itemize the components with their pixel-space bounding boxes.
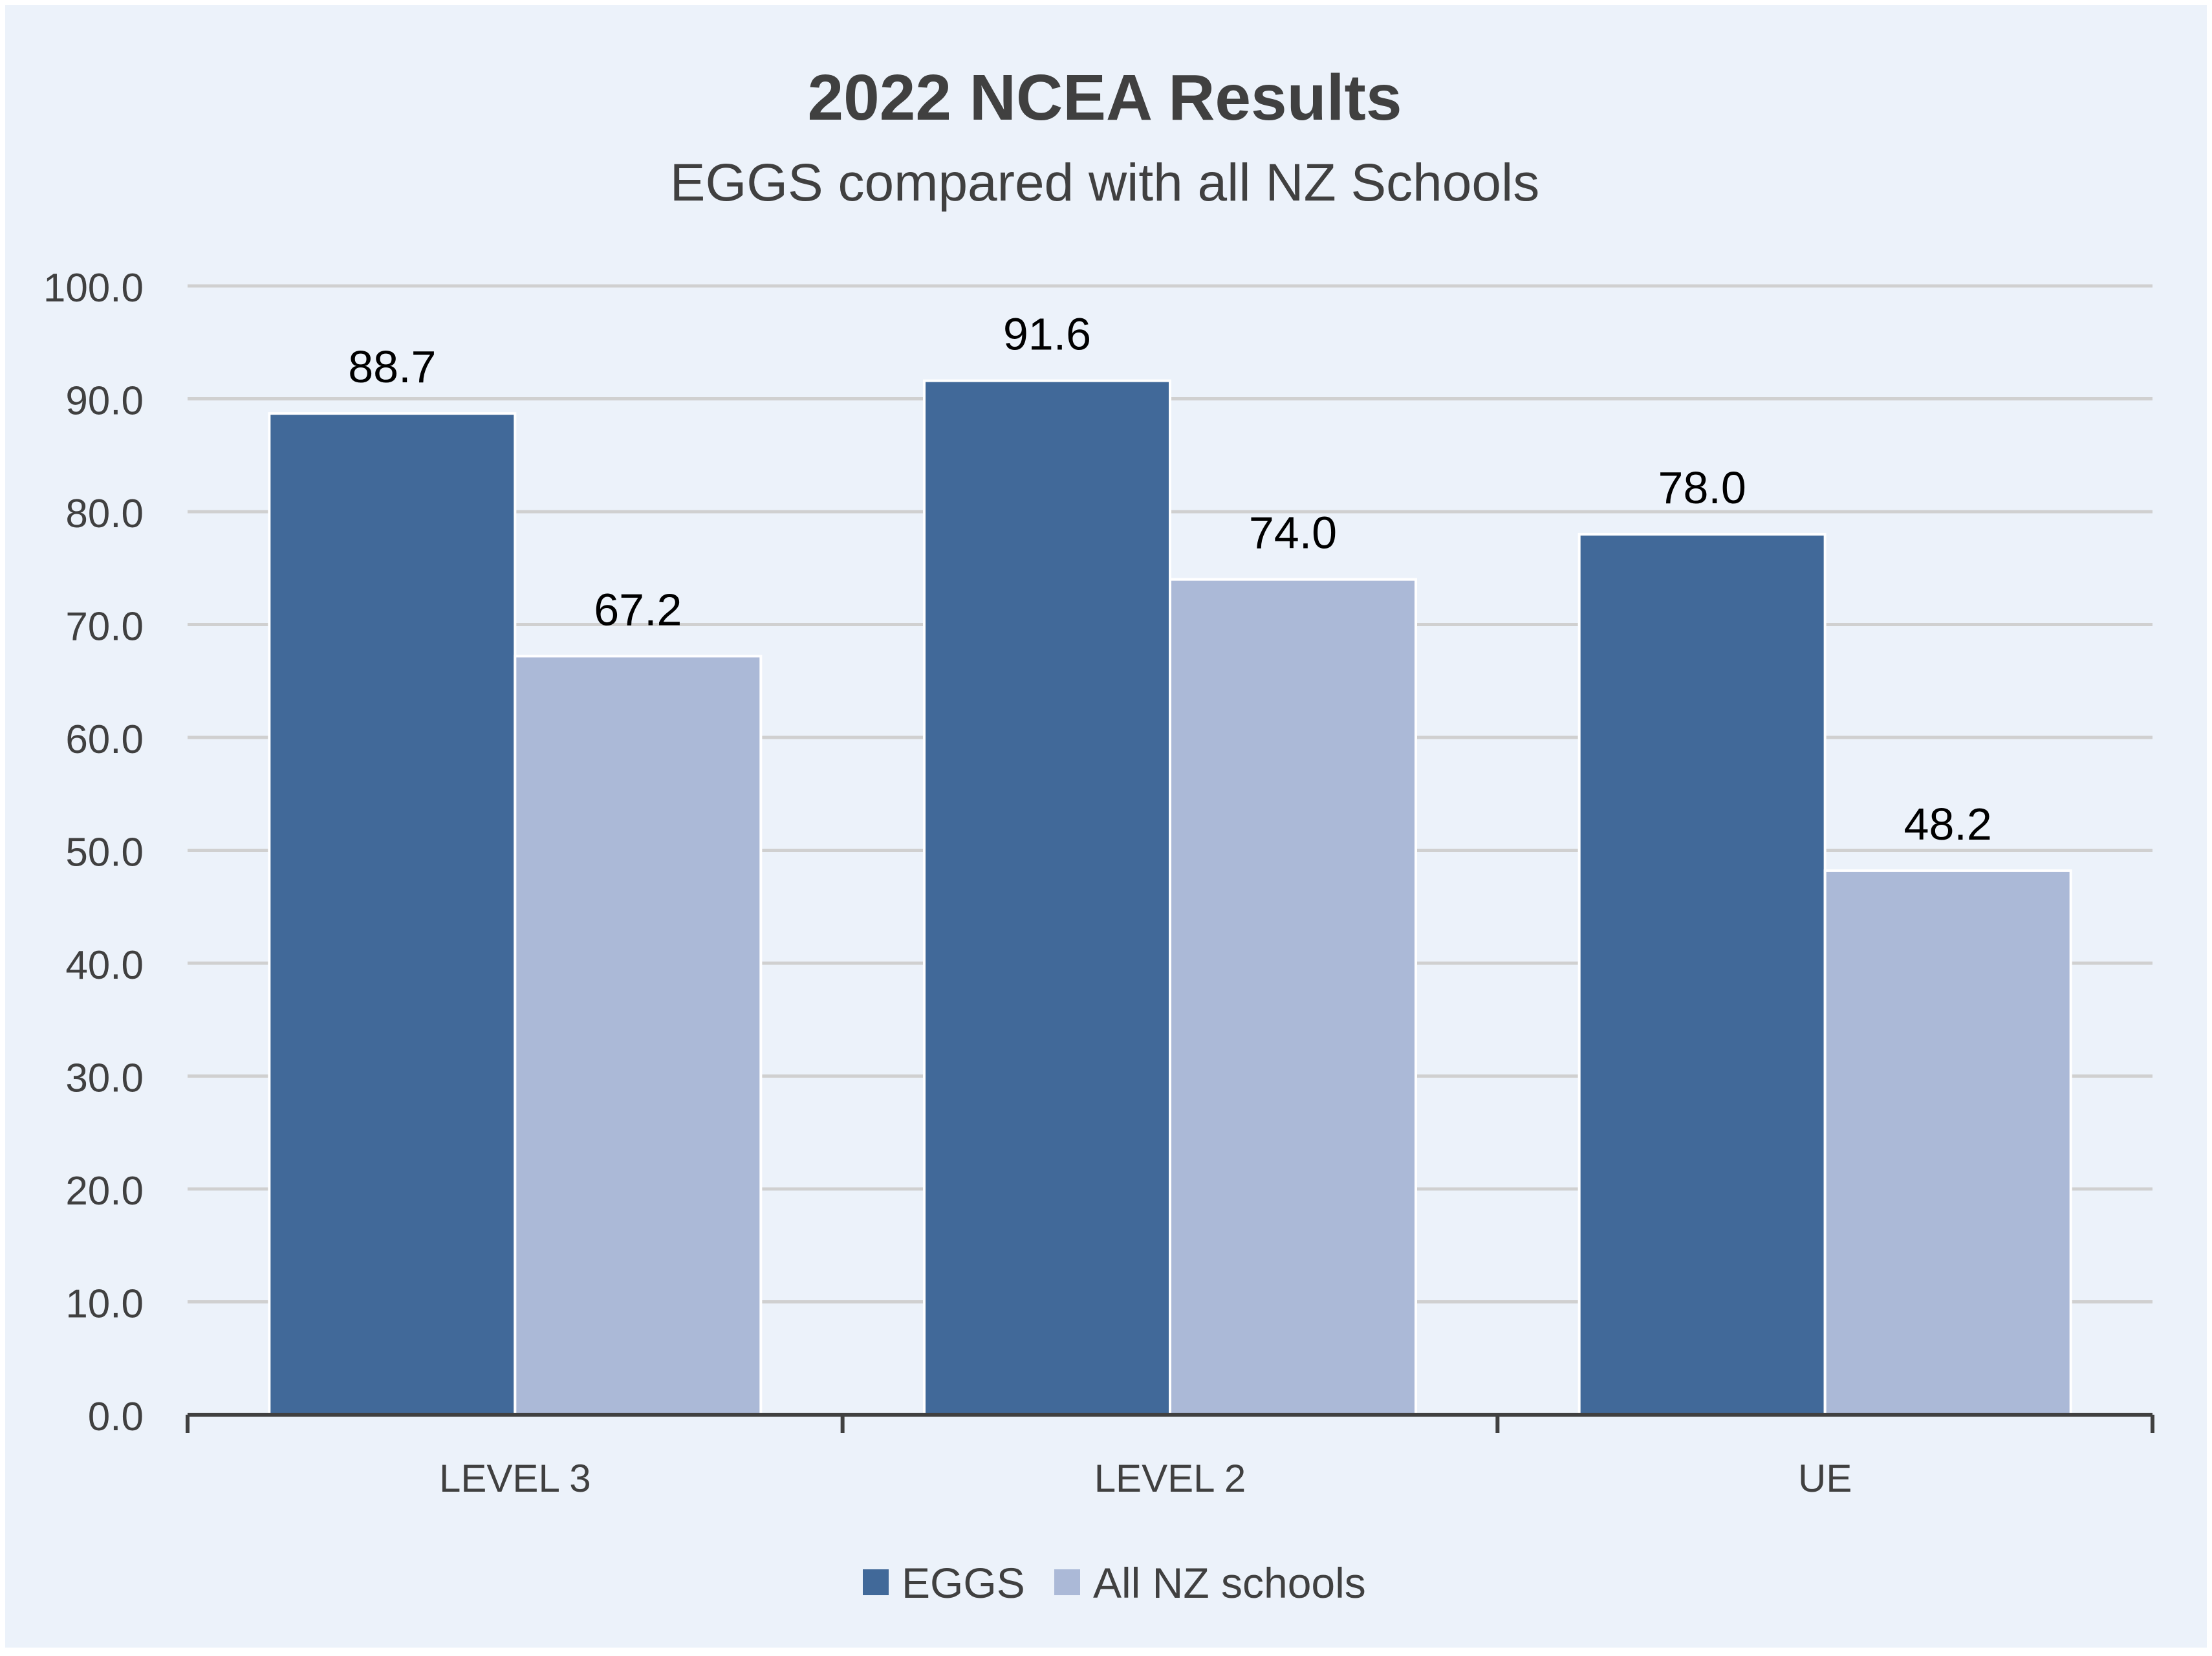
legend-label: EGGS — [902, 1559, 1025, 1607]
y-tick-label: 40.0 — [65, 943, 144, 988]
y-tick-label: 0.0 — [88, 1395, 144, 1439]
data-label: 78.0 — [1658, 463, 1746, 513]
bar-all-nz-schools — [1169, 578, 1417, 1417]
data-labels: 88.7 67.2 91.6 74.0 78.0 48.2 — [348, 309, 1992, 849]
data-label: 91.6 — [1003, 309, 1091, 360]
y-tick-label: 80.0 — [65, 492, 144, 536]
data-label: 67.2 — [594, 584, 682, 635]
y-tick-label: 30.0 — [65, 1056, 144, 1101]
x-category-label: LEVEL 2 — [1094, 1457, 1246, 1500]
x-axis-category-labels: LEVEL 3 LEVEL 2 UE — [439, 1457, 1852, 1500]
legend-swatch — [1054, 1569, 1080, 1595]
legend-swatch — [863, 1569, 889, 1595]
y-tick-label: 20.0 — [65, 1169, 144, 1214]
x-axis — [186, 1413, 2154, 1433]
bar-eggs — [268, 412, 517, 1416]
bar-eggs — [923, 379, 1171, 1417]
bar-all-nz-schools — [1823, 869, 2072, 1417]
x-category-label: LEVEL 3 — [439, 1457, 591, 1500]
y-tick-label: 10.0 — [65, 1282, 144, 1327]
bar-eggs — [1578, 532, 1827, 1416]
legend: EGGS All NZ schools — [863, 1559, 1366, 1607]
data-label: 88.7 — [348, 342, 436, 392]
y-tick-label: 50.0 — [65, 831, 144, 875]
y-tick-label: 90.0 — [65, 379, 144, 424]
data-label: 48.2 — [1904, 799, 1992, 849]
chart-title: 2022 NCEA Results — [808, 61, 1402, 134]
y-tick-label: 100.0 — [43, 266, 144, 310]
y-tick-label: 60.0 — [65, 717, 144, 762]
y-axis-tick-labels: 0.0 10.0 20.0 30.0 40.0 50.0 60.0 70.0 80.0 90.0 1… — [43, 266, 144, 1439]
legend-label: All NZ schools — [1093, 1559, 1366, 1607]
data-label: 74.0 — [1249, 508, 1337, 558]
chart-subtitle: EGGS compared with all NZ Schools — [670, 153, 1539, 212]
bars — [268, 379, 2072, 1417]
y-tick-label: 70.0 — [65, 605, 144, 649]
x-category-label: UE — [1798, 1457, 1852, 1500]
bar-all-nz-schools — [514, 655, 763, 1416]
